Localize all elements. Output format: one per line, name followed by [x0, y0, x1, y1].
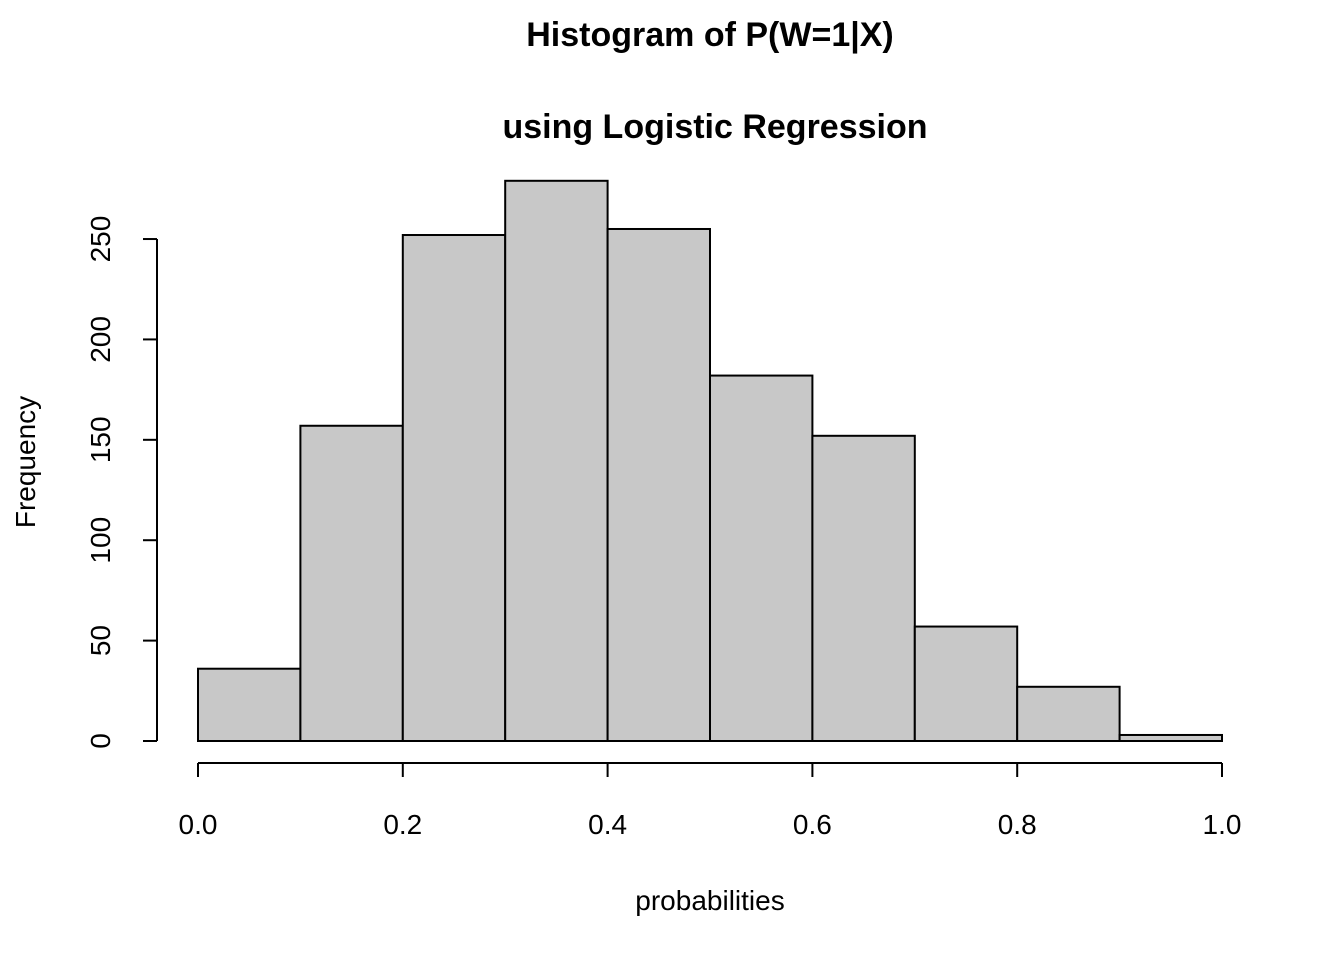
bar: [913, 625, 1019, 742]
y-tick-label: 0: [85, 733, 116, 749]
bar: [1016, 685, 1121, 743]
bar: [299, 424, 404, 742]
bar: [504, 179, 609, 743]
y-tick-label: 250: [85, 216, 116, 263]
bar: [606, 227, 711, 742]
bar: [197, 667, 302, 742]
x-tick-label: 0.0: [179, 809, 218, 840]
bar: [1118, 733, 1223, 742]
x-tick-label: 0.8: [998, 809, 1037, 840]
x-tick-label: 0.2: [383, 809, 422, 840]
x-tick-label: 0.4: [588, 809, 627, 840]
x-tick-label: 1.0: [1203, 809, 1242, 840]
x-tick-label: 0.6: [793, 809, 832, 840]
bar: [811, 434, 916, 742]
bar: [709, 374, 814, 742]
y-tick-label: 150: [85, 416, 116, 463]
chart-subtitle: using Logistic Regression: [502, 108, 927, 146]
bar: [401, 234, 507, 742]
chart-title: Histogram of P(W=1|X): [526, 16, 894, 54]
y-tick-label: 50: [85, 625, 116, 656]
y-tick-label: 200: [85, 316, 116, 363]
y-tick-label: 100: [85, 517, 116, 564]
x-axis-label: probabilities: [635, 885, 784, 916]
y-axis-label: Frequency: [10, 396, 41, 528]
